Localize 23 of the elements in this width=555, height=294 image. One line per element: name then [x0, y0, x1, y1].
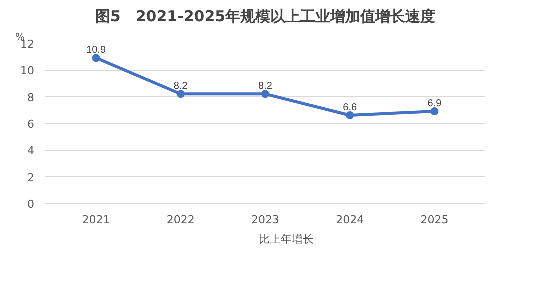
- data-label: 8.2: [258, 81, 273, 92]
- data-label: 8.2: [174, 81, 188, 92]
- point: [92, 54, 100, 62]
- y-tick-label: 8: [28, 91, 34, 104]
- point: [262, 90, 270, 98]
- point: [176, 90, 185, 98]
- text: 比上年增长: [259, 232, 314, 246]
- y-tick-label: 10: [20, 64, 35, 78]
- data-label: 6.6: [343, 102, 358, 114]
- y-tick-label: 6: [28, 118, 34, 131]
- x-tick-label: 2022: [166, 214, 195, 226]
- data-label: 10.9: [86, 45, 106, 56]
- x-tick-label: 2024: [336, 214, 364, 226]
- x-tick-label: 2023: [252, 214, 280, 226]
- x-tick-label: 2021: [82, 214, 110, 226]
- point: [430, 108, 439, 116]
- y-tick-label: 0: [28, 198, 34, 211]
- chart-title: 图5 2021-2025年规模以上工业增加值增长速度: [95, 8, 436, 26]
- y-tick-label: 2: [28, 171, 34, 184]
- data-label: 6.9: [428, 98, 442, 110]
- x-tick-label: 2025: [420, 214, 449, 226]
- y-tick-label: 4: [28, 144, 34, 158]
- point: [346, 112, 354, 120]
